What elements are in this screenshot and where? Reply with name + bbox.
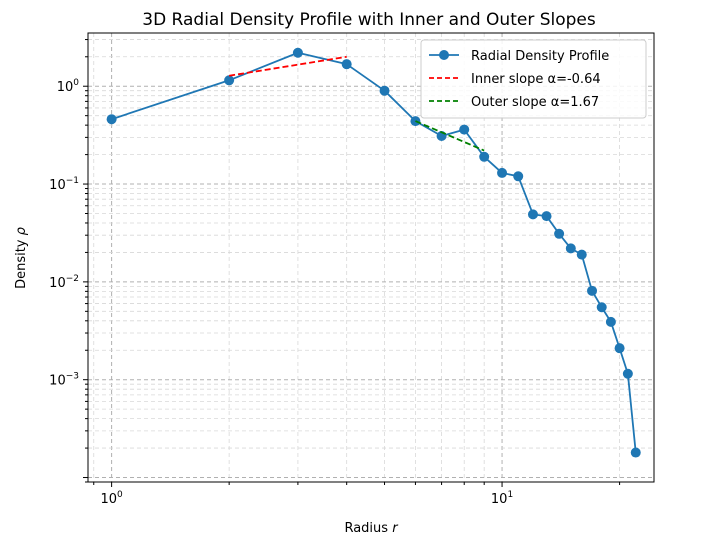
- data-point: [479, 151, 490, 162]
- y-tick-label: 10−1: [49, 176, 79, 193]
- x-tick-label: 100: [100, 490, 123, 507]
- data-point: [513, 171, 524, 182]
- y-tick-label-exponent: −2: [66, 274, 79, 284]
- data-point: [541, 211, 552, 222]
- series: [106, 47, 641, 458]
- series-line-profile: [111, 51, 637, 453]
- series-line-inner-slope: [229, 55, 347, 77]
- data-point: [459, 124, 470, 135]
- data-point: [622, 368, 633, 379]
- data-point: [565, 243, 576, 254]
- data-point: [106, 114, 117, 125]
- data-point: [605, 316, 616, 327]
- x-axis-label: Radius r: [344, 521, 399, 536]
- y-tick-label-base: 10: [49, 374, 66, 389]
- axis-ticks: [83, 39, 621, 487]
- y-tick-label-base: 10: [49, 178, 66, 193]
- data-point: [410, 116, 421, 127]
- series-line-outer-slope: [415, 120, 485, 152]
- legend: Radial Density Profile Inner slope α=-0.…: [420, 39, 647, 119]
- y-axis-label-var: ρ: [14, 226, 29, 235]
- data-point: [587, 285, 598, 296]
- data-point: [224, 75, 235, 86]
- chart-title: 3D Radial Density Profile with Inner and…: [142, 10, 596, 30]
- y-axis-label: Density ρ: [14, 226, 29, 289]
- y-tick-label: 100: [57, 78, 80, 95]
- y-axis-label-text: Density: [14, 239, 29, 289]
- legend-label-outer-slope: Outer slope α=1.67: [471, 95, 599, 110]
- data-point: [341, 59, 352, 70]
- data-point: [497, 167, 508, 178]
- y-tick-label-base: 10: [57, 80, 74, 95]
- y-tick-label-base: 10: [49, 276, 66, 291]
- data-point: [527, 209, 538, 220]
- y-tick-label-exponent: 0: [73, 78, 79, 88]
- y-tick-label: 10−2: [49, 274, 79, 291]
- data-point: [379, 85, 390, 96]
- x-axis-label-var: r: [392, 521, 399, 536]
- legend-box: [420, 39, 647, 119]
- x-axis-label-text: Radius: [344, 521, 388, 536]
- x-tick-label-base: 10: [100, 492, 117, 507]
- x-tick-label-base: 10: [491, 492, 508, 507]
- x-tick-label: 101: [491, 490, 513, 507]
- legend-label-profile: Radial Density Profile: [471, 49, 609, 64]
- x-tick-label-exponent: 1: [507, 490, 513, 500]
- data-point: [596, 302, 607, 313]
- y-tick-label-exponent: −1: [66, 176, 79, 186]
- data-point: [614, 343, 625, 354]
- data-point: [292, 47, 303, 58]
- data-point: [630, 447, 641, 458]
- plot-area-frame: [87, 32, 655, 483]
- legend-label-inner-slope: Inner slope α=-0.64: [471, 72, 601, 87]
- data-point: [554, 228, 565, 239]
- y-tick-label-exponent: −3: [66, 372, 79, 382]
- data-point: [576, 249, 587, 260]
- x-tick-label-exponent: 0: [117, 490, 123, 500]
- legend-marker-profile: [439, 50, 449, 60]
- y-tick-label: 10−3: [49, 372, 79, 389]
